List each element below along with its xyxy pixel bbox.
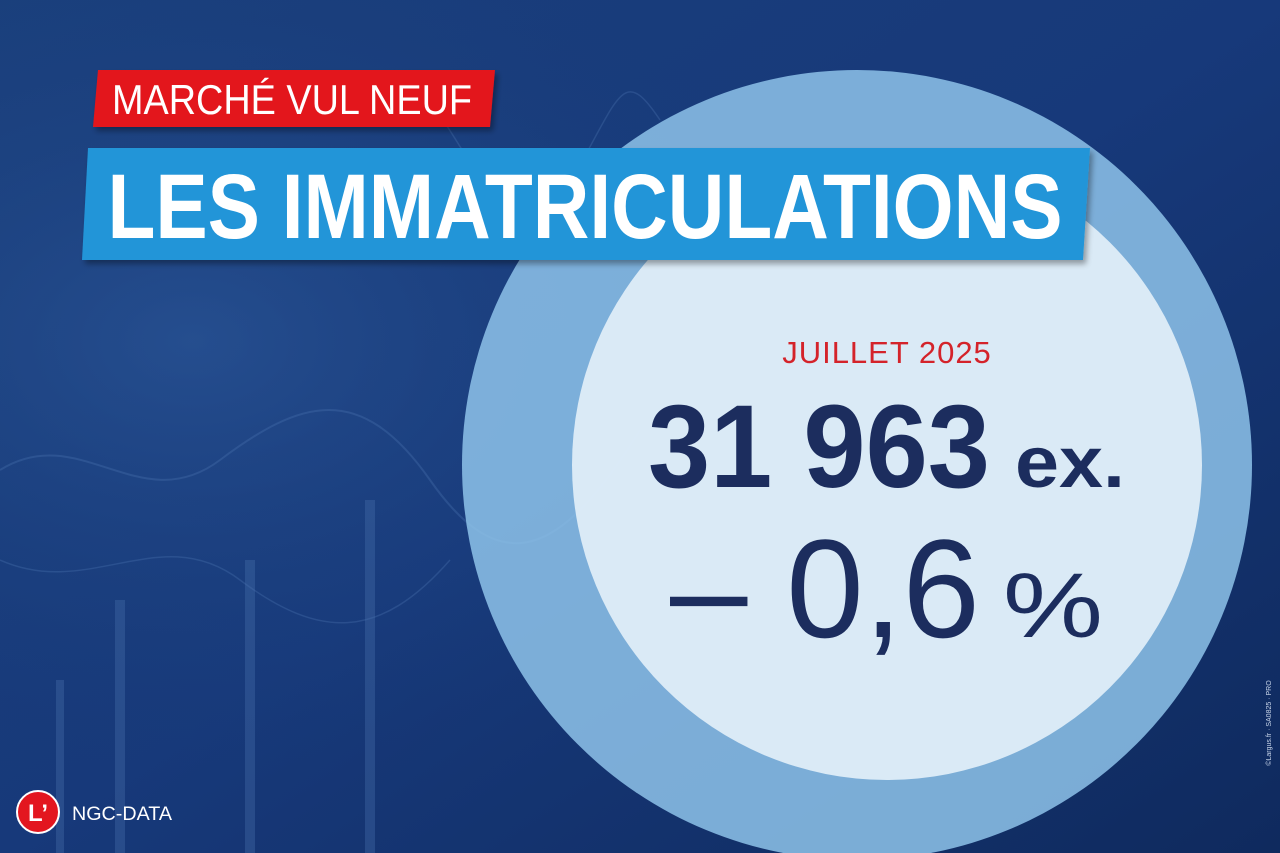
logo-mark-circle xyxy=(16,790,60,834)
tag-box xyxy=(93,70,495,127)
logo-mark: L’ xyxy=(28,800,48,827)
background-chart xyxy=(0,75,661,853)
credit: ©Largus.fr · SA0825 · PRO xyxy=(1265,680,1273,766)
brand: NGC-DATA xyxy=(72,804,172,825)
tag-text: MARCHÉ VUL NEUF xyxy=(112,76,472,123)
period: JUILLET 2025 xyxy=(782,335,992,370)
title-text: LES IMMATRICULATIONS xyxy=(108,156,1063,258)
change: – 0,6 xyxy=(670,510,980,667)
inner-circle xyxy=(572,150,1202,780)
change-unit: % xyxy=(1003,555,1103,657)
title-box xyxy=(82,148,1090,260)
value: 31 963 xyxy=(648,381,990,513)
unit: ex. xyxy=(1015,423,1125,503)
